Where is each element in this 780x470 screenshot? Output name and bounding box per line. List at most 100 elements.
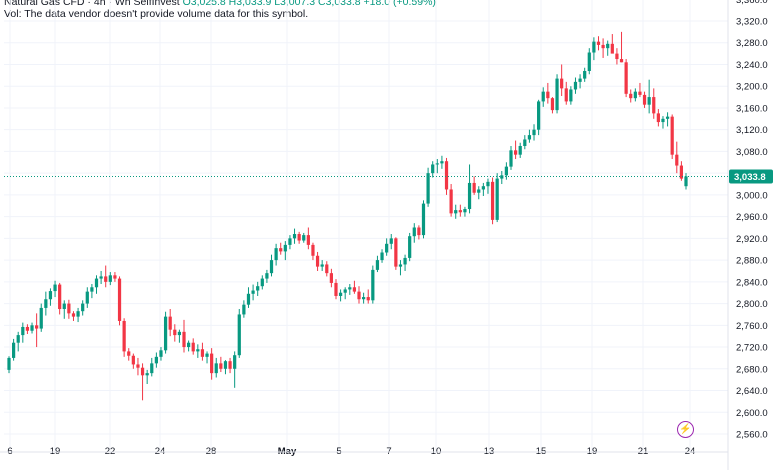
candle-body bbox=[670, 116, 674, 155]
candle-body bbox=[385, 243, 389, 253]
candle-body bbox=[375, 260, 380, 270]
candle-body bbox=[615, 53, 619, 60]
candle-body bbox=[11, 342, 16, 358]
candle-body bbox=[490, 181, 495, 220]
candle-body bbox=[168, 316, 172, 330]
candle-body bbox=[325, 264, 329, 274]
candle-body bbox=[679, 165, 684, 179]
candle-body bbox=[495, 178, 499, 220]
y-tick-label: 3,080.0 bbox=[736, 147, 768, 158]
candle-body bbox=[163, 316, 168, 351]
candle-body bbox=[71, 313, 76, 317]
candle-body bbox=[269, 260, 274, 274]
candle-body bbox=[684, 176, 688, 187]
candle-body bbox=[638, 91, 642, 95]
candle-body bbox=[30, 325, 34, 331]
candle-body bbox=[642, 94, 647, 105]
candle-body bbox=[665, 116, 670, 119]
candle-body bbox=[587, 52, 591, 71]
candle-body bbox=[150, 363, 154, 374]
candle-body bbox=[117, 278, 122, 321]
candle-body bbox=[62, 303, 66, 310]
candle-body bbox=[94, 278, 99, 288]
y-tick-label: 3,320.0 bbox=[736, 17, 768, 28]
candle-body bbox=[463, 209, 467, 213]
candle-body bbox=[200, 349, 205, 357]
candle-body bbox=[564, 88, 568, 102]
y-tick-label: 3,360.0 bbox=[736, 0, 768, 6]
candle-body bbox=[398, 264, 403, 267]
candle-body bbox=[578, 78, 582, 82]
lightning-icon[interactable]: ⚡ bbox=[677, 421, 694, 438]
candle-body bbox=[81, 303, 85, 312]
candle-body bbox=[624, 62, 628, 94]
volume-note: Vol: The data vendor doesn't provide vol… bbox=[4, 8, 309, 20]
candle-body bbox=[527, 135, 532, 140]
candle-body bbox=[675, 154, 679, 166]
candle-body bbox=[182, 331, 186, 348]
candle-body bbox=[16, 335, 20, 343]
candle-body bbox=[583, 70, 587, 79]
candle-body bbox=[338, 292, 343, 296]
candle-body bbox=[173, 329, 177, 336]
candle-body bbox=[610, 43, 614, 54]
candle-body bbox=[292, 234, 297, 239]
candle-body bbox=[509, 150, 513, 167]
candle-body bbox=[371, 269, 375, 301]
candle-body bbox=[140, 367, 145, 376]
y-tick-label: 3,120.0 bbox=[736, 125, 768, 136]
candle-body bbox=[283, 244, 287, 252]
candle-body bbox=[196, 349, 200, 352]
y-tick-label: 3,160.0 bbox=[736, 103, 768, 114]
candle-body bbox=[274, 248, 278, 261]
candle-body bbox=[39, 307, 43, 329]
candle-body bbox=[619, 59, 624, 63]
symbol-title: Natural Gas CFD · 4h · Wh SelfInvest bbox=[4, 0, 180, 8]
y-tick-label: 3,280.0 bbox=[736, 38, 768, 49]
y-tick-label: 3,240.0 bbox=[736, 60, 768, 71]
candle-body bbox=[454, 210, 458, 214]
candle-body bbox=[21, 326, 25, 336]
candle-body bbox=[652, 97, 656, 114]
candle-body bbox=[145, 373, 149, 376]
candle-body bbox=[265, 273, 269, 279]
candle-body bbox=[435, 163, 439, 165]
candle-body bbox=[532, 129, 536, 136]
candle-body bbox=[573, 81, 578, 90]
candle-body bbox=[233, 355, 237, 369]
candle-body bbox=[187, 342, 191, 348]
candle-body bbox=[656, 113, 660, 123]
candle-body bbox=[7, 357, 11, 370]
candle-body bbox=[219, 363, 223, 369]
candle-body bbox=[606, 43, 610, 49]
candle-body bbox=[560, 78, 564, 89]
candle-body bbox=[191, 342, 195, 352]
candle-body bbox=[421, 203, 426, 236]
candle-body bbox=[136, 364, 140, 368]
candle-body bbox=[472, 182, 476, 193]
last-price-tag bbox=[729, 169, 773, 184]
candle-body bbox=[477, 189, 481, 193]
candle-body bbox=[329, 273, 333, 283]
candle-body bbox=[246, 293, 251, 305]
candle-body bbox=[357, 291, 361, 300]
candle-body bbox=[242, 304, 246, 315]
candle-body bbox=[500, 175, 504, 179]
candle-body bbox=[403, 257, 407, 265]
y-tick-label: 3,200.0 bbox=[736, 82, 768, 93]
candle-body bbox=[343, 289, 347, 293]
candle-body bbox=[352, 287, 357, 292]
candle-body bbox=[306, 235, 310, 245]
candle-body bbox=[481, 186, 485, 190]
y-tick-label: 2,600.0 bbox=[736, 408, 768, 419]
candle-body bbox=[251, 290, 255, 294]
candle-body bbox=[458, 210, 462, 213]
candle-body bbox=[431, 164, 435, 174]
candle-body bbox=[223, 361, 228, 369]
candle-body bbox=[315, 255, 320, 267]
candle-body bbox=[334, 282, 338, 296]
candle-body bbox=[127, 351, 131, 356]
candle-body bbox=[629, 93, 633, 99]
candle-body bbox=[601, 44, 605, 49]
